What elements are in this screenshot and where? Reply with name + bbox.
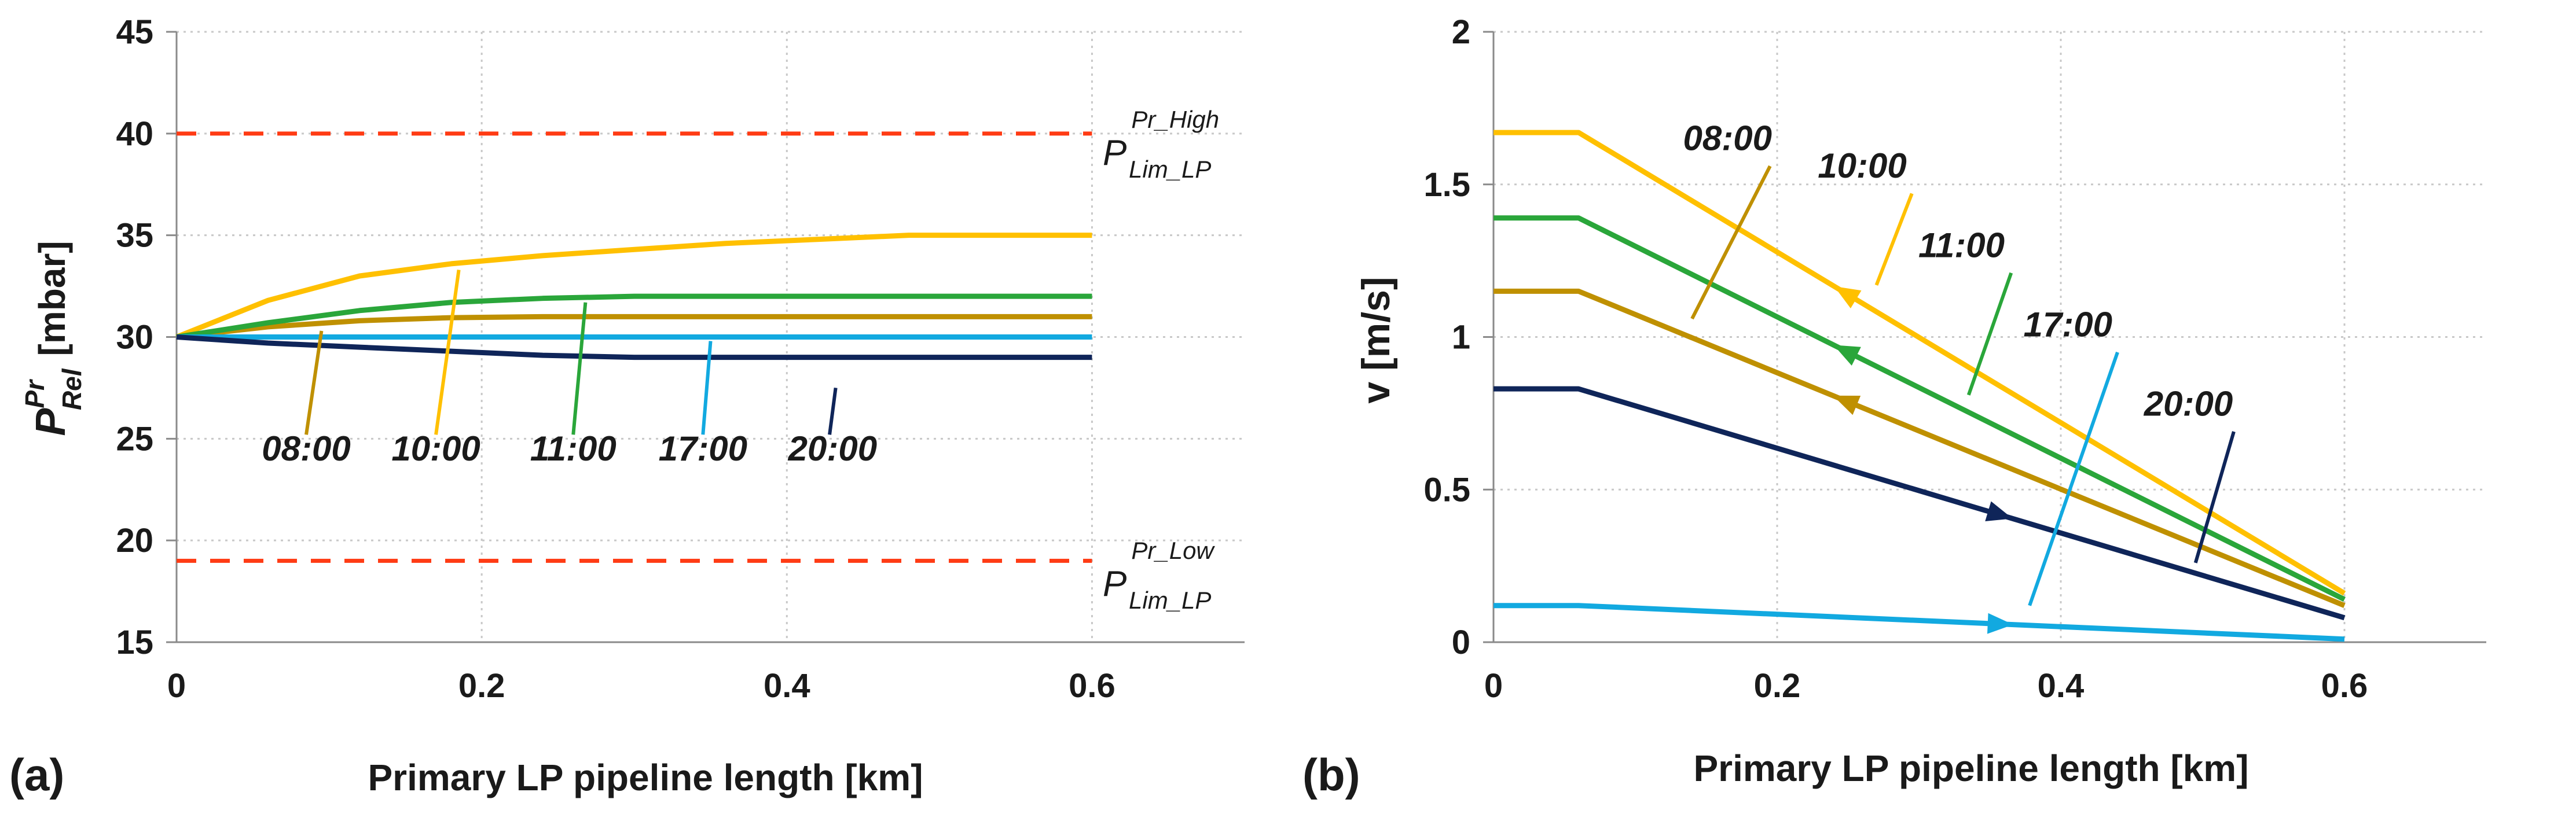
chart-b-annotation-label: 20:00 <box>2144 385 2233 423</box>
chart-a-y-tick-label: 45 <box>116 13 153 51</box>
chart-a-x-tick-label: 0.4 <box>764 667 810 705</box>
chart-b-x-label: Primary LP pipeline length [km] <box>1693 747 2248 789</box>
chart-a-y-ticks: 15 20 25 30 35 40 45 <box>116 13 153 661</box>
chart-b-x-ticks: 0 0.2 0.4 0.6 <box>1484 667 2368 705</box>
chart-a-y-label-unit: [mbar] <box>31 241 73 356</box>
chart-b-panel-label: (b) <box>1302 749 1360 800</box>
chart-b-annotation-leader <box>1690 165 1772 320</box>
chart-a-y-tick-label: 30 <box>116 319 153 356</box>
chart-a-annotation-leader <box>828 388 838 435</box>
chart-a-series <box>175 233 1092 360</box>
chart-a-y-label-sub: Rel <box>57 368 87 410</box>
chart-a-y-tick-label: 25 <box>116 420 153 458</box>
chart-a-y-tick-label: 15 <box>116 624 153 661</box>
chart-b-annotations: 08:00 10:00 11:00 17:00 20:00 <box>1683 119 2236 606</box>
chart-a-y-tick-label: 40 <box>116 115 153 153</box>
chart-a-x-label: Primary LP pipeline length [km] <box>368 757 923 798</box>
chart-b-x-tick-label: 0.4 <box>2038 667 2085 705</box>
chart-a-annotation-label: 17:00 <box>659 429 747 468</box>
chart-b-annotation-leader <box>1874 193 1914 286</box>
chart-b-series-arrow <box>1985 501 2013 521</box>
chart-a-limit-lines <box>177 131 1092 563</box>
chart-b-annotation-leader <box>2193 431 2236 563</box>
chart-b-y-label: v [m/s] <box>1354 277 1398 403</box>
chart-b-y-tick-label: 1 <box>1452 319 1470 356</box>
chart-b-series-line <box>1494 288 2346 608</box>
chart-b-series-arrow <box>1834 286 1862 309</box>
chart-a-limit-low-sub: Lim_LP <box>1129 587 1211 614</box>
chart-b-x-tick-label: 0.6 <box>2321 667 2368 705</box>
chart-b-annotation-label: 11:00 <box>1918 226 2005 264</box>
chart-a-limit-high-sup: Pr_High <box>1131 106 1219 133</box>
chart-a-series-line <box>176 293 1092 340</box>
chart-a-annotation-leader <box>304 330 324 435</box>
chart-b-annotation-leader <box>1966 272 2013 396</box>
chart-b-annotation-leader <box>2028 351 2119 606</box>
chart-b-y-tick-label: 2 <box>1452 13 1470 51</box>
chart-b-series-line <box>1494 215 2346 602</box>
chart-a-y-tick-label: 35 <box>116 217 153 255</box>
chart-b: 0 0.5 1 1.5 2 0 0.2 0.4 0.6 08:00 10:00 11:00 17:0… <box>1302 13 2486 800</box>
chart-a-annotation-leader <box>434 270 461 435</box>
chart-b-series <box>1494 130 2346 642</box>
chart-a-annotation-leader <box>701 341 713 435</box>
chart-a-limit-high-label: PPr_High Lim_LP <box>1103 106 1219 183</box>
chart-a-annotation-label: 08:00 <box>262 429 350 468</box>
chart-a-y-tick-label: 20 <box>116 522 153 559</box>
chart-a-annotations: 08:00 10:00 11:00 17:00 20:00 <box>262 270 877 468</box>
chart-a-series-line <box>176 314 1092 340</box>
chart-b-series-arrow <box>1987 613 2013 634</box>
chart-a-limit-high-main: P <box>1103 133 1126 173</box>
chart-b-annotation-label: 08:00 <box>1683 119 1772 158</box>
chart-a: 15 20 25 30 35 40 45 0 0.2 0.4 0.6 08:00 10:00 11:0… <box>9 13 1245 800</box>
chart-b-annotation-label: 17:00 <box>2024 305 2112 344</box>
chart-b-y-tick-label: 1.5 <box>1423 166 1470 204</box>
chart-b-annotation-label: 10:00 <box>1818 146 1906 185</box>
chart-b-y-tick-label: 0.5 <box>1423 471 1470 509</box>
chart-a-annotation-label: 11:00 <box>530 429 617 468</box>
chart-a-y-label-main: P <box>28 408 74 436</box>
chart-a-y-label-sup: Pr <box>20 379 50 408</box>
chart-a-y-label: PPr Rel [mbar] <box>20 241 87 436</box>
chart-b-x-tick-label: 0 <box>1484 667 1503 705</box>
chart-b-series-line <box>1494 130 2346 596</box>
chart-a-series-line <box>175 233 1092 340</box>
chart-a-x-tick-label: 0.2 <box>458 667 505 705</box>
chart-b-series-arrow <box>1833 395 1861 415</box>
chart-b-y-ticks: 0 0.5 1 1.5 2 <box>1423 13 1470 661</box>
chart-a-x-tick-label: 0.6 <box>1069 667 1115 705</box>
chart-a-series-line <box>176 334 1092 360</box>
chart-a-annotation-label: 10:00 <box>391 429 480 468</box>
chart-a-x-tick-label: 0 <box>167 667 186 705</box>
chart-a-limit-low-label: PPr_Low Lim_LP <box>1103 537 1215 614</box>
chart-b-series-line <box>1494 603 2345 642</box>
chart-a-panel-label: (a) <box>9 749 64 800</box>
chart-a-annotation-leader <box>571 302 588 435</box>
chart-b-x-tick-label: 0.2 <box>1754 667 1801 705</box>
chart-a-limit-high-sub: Lim_LP <box>1129 156 1211 183</box>
chart-b-y-tick-label: 0 <box>1452 624 1470 661</box>
chart-a-limit-low-main: P <box>1103 564 1126 604</box>
chart-a-limit-low-sup: Pr_Low <box>1131 537 1215 564</box>
chart-b-series-arrow <box>1833 345 1861 366</box>
chart-a-annotation-label: 20:00 <box>788 429 877 468</box>
chart-b-grid <box>1494 31 2486 642</box>
chart-b-series-line <box>1494 386 2346 621</box>
chart-a-x-ticks: 0 0.2 0.4 0.6 <box>167 667 1115 705</box>
